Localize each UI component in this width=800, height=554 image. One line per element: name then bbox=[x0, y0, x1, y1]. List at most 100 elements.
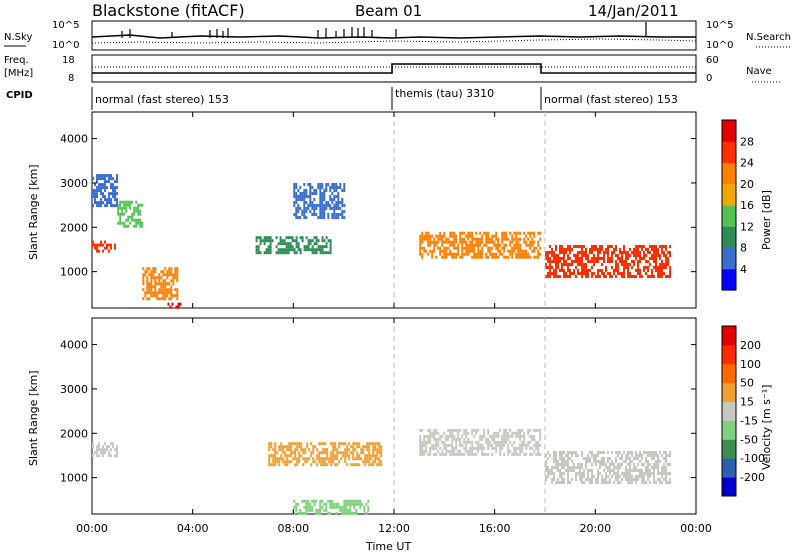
echo-region bbox=[92, 442, 118, 458]
echo-region bbox=[142, 267, 179, 301]
y-tick-label: 2000 bbox=[60, 427, 88, 440]
colorbar-swatch bbox=[722, 344, 736, 365]
power-x-ticks bbox=[91, 112, 697, 308]
echo-region bbox=[419, 231, 542, 259]
x-tick-label: 04:00 bbox=[177, 522, 209, 535]
colorbar-swatch bbox=[722, 120, 736, 142]
colorbar-tick-label: -50 bbox=[740, 433, 758, 446]
colorbar-tick-label: 12 bbox=[740, 220, 754, 233]
colorbar-tick-label: 16 bbox=[740, 199, 754, 212]
freq-unit: [MHz] bbox=[4, 68, 33, 79]
freq-tick-top: 18 bbox=[62, 55, 75, 66]
power-ylabel: Slant Range [km] bbox=[27, 164, 40, 260]
colorbar-tick-label: -100 bbox=[740, 452, 765, 465]
echo-region bbox=[268, 442, 383, 467]
colorbar-tick-label: 24 bbox=[740, 157, 754, 170]
colorbar-swatch bbox=[722, 458, 736, 478]
echo-region bbox=[92, 240, 116, 253]
colorbar-swatch bbox=[722, 382, 736, 403]
time-axis-labels: 00:00 04:00 08:00 12:00 16:00 20:00 00:00 bbox=[76, 522, 712, 535]
colorbar-swatch bbox=[722, 162, 736, 185]
power-panel: 1000 2000 3000 4000 Slant Range [km] 4 8 12 16… bbox=[27, 111, 773, 309]
colorbar-swatch bbox=[722, 363, 736, 384]
nsearch-tick-bottom: 10^0 bbox=[706, 40, 733, 51]
colorbar-swatch bbox=[722, 247, 736, 270]
x-tick-label: 00:00 bbox=[680, 522, 712, 535]
x-tick-label: 08:00 bbox=[277, 522, 309, 535]
echo-region bbox=[293, 499, 370, 515]
colorbar-tick-label: 200 bbox=[740, 339, 761, 352]
x-tick-label: 20:00 bbox=[579, 522, 611, 535]
nsearch-tick-top: 10^5 bbox=[706, 20, 733, 31]
echo-region bbox=[545, 451, 671, 484]
station-title: Blackstone (fitACF) bbox=[92, 1, 245, 20]
colorbar-swatch bbox=[722, 420, 736, 440]
nsky-label: N.Sky bbox=[4, 32, 32, 43]
echo-region bbox=[167, 302, 182, 309]
colorbar-tick-label: 20 bbox=[740, 178, 754, 191]
y-tick-label: 4000 bbox=[60, 133, 88, 146]
time-axis-title: Time UT bbox=[365, 540, 411, 553]
colorbar-swatch bbox=[722, 326, 736, 346]
nave-tick-top: 60 bbox=[706, 55, 719, 66]
colorbar-swatch bbox=[722, 268, 736, 291]
x-tick-label: 00:00 bbox=[76, 522, 108, 535]
colorbar-tick-label: 28 bbox=[740, 135, 754, 148]
x-tick-label: 16:00 bbox=[479, 522, 511, 535]
velocity-colorbar: 200 100 50 15 -15 -50 -100 -200 bbox=[721, 325, 765, 497]
cpid-segment-1: normal (fast stereo) 153 bbox=[95, 93, 229, 106]
colorbar-swatch bbox=[722, 183, 736, 206]
velocity-x-ticks bbox=[91, 318, 697, 514]
y-tick-label: 4000 bbox=[60, 339, 88, 352]
echo-region bbox=[545, 245, 671, 278]
colorbar-frame bbox=[721, 325, 737, 497]
power-echo-layer bbox=[92, 112, 671, 309]
power-colorbar: 4 8 12 16 20 24 28 bbox=[721, 119, 754, 291]
colorbar-tick-label: 4 bbox=[740, 263, 747, 276]
nsky-spikes bbox=[121, 22, 647, 38]
date-title: 14/Jan/2011 bbox=[588, 2, 679, 20]
colorbar-swatch bbox=[722, 439, 736, 459]
colorbar-tick-label: 100 bbox=[740, 358, 761, 371]
colorbar-swatch bbox=[722, 477, 736, 497]
cpid-label: CPID bbox=[6, 90, 33, 101]
nsky-tick-top: 10^5 bbox=[52, 20, 79, 31]
echo-region bbox=[92, 174, 118, 208]
echo-region bbox=[117, 200, 144, 228]
echo-region bbox=[255, 236, 332, 255]
nave-label: Nave bbox=[746, 66, 772, 77]
power-colorbar-label: Power [dB] bbox=[760, 190, 773, 250]
colorbar-swatch bbox=[722, 205, 736, 227]
y-tick-label: 1000 bbox=[60, 266, 88, 279]
echo-region bbox=[293, 183, 346, 219]
colorbar-frame bbox=[721, 119, 737, 291]
colorbar-tick-label: 15 bbox=[740, 396, 754, 409]
nsearch-label: N.Search bbox=[746, 32, 791, 43]
freq-label: Freq. bbox=[4, 55, 29, 66]
echo-region bbox=[419, 428, 542, 456]
velocity-echo-layer bbox=[92, 318, 671, 515]
nsky-tick-bottom: 10^0 bbox=[52, 40, 79, 51]
y-tick-label: 1000 bbox=[60, 472, 88, 485]
nsky-trace bbox=[91, 34, 696, 39]
nave-tick-bottom: 0 bbox=[706, 73, 712, 84]
x-tick-label: 12:00 bbox=[378, 522, 410, 535]
colorbar-swatch bbox=[722, 226, 736, 249]
velocity-y-ticks: 1000 2000 3000 4000 bbox=[60, 339, 696, 485]
freq-trace bbox=[92, 63, 696, 74]
colorbar-swatch bbox=[722, 141, 736, 164]
power-y-ticks: 1000 2000 3000 4000 bbox=[60, 133, 696, 279]
colorbar-tick-label: 8 bbox=[740, 242, 747, 255]
velocity-colorbar-label: Velocity [m s⁻¹] bbox=[760, 385, 773, 470]
colorbar-tick-label: 50 bbox=[740, 377, 754, 390]
y-tick-label: 3000 bbox=[60, 177, 88, 190]
cpid-segment-2: themis (tau) 3310 bbox=[395, 87, 494, 100]
colorbar-tick-label: -200 bbox=[740, 471, 765, 484]
colorbar-swatch bbox=[722, 401, 736, 421]
y-tick-label: 2000 bbox=[60, 221, 88, 234]
colorbar-tick-label: -15 bbox=[740, 414, 758, 427]
y-tick-label: 3000 bbox=[60, 383, 88, 396]
freq-tick-bottom: 8 bbox=[68, 73, 74, 84]
nsearch-trace bbox=[91, 38, 697, 44]
